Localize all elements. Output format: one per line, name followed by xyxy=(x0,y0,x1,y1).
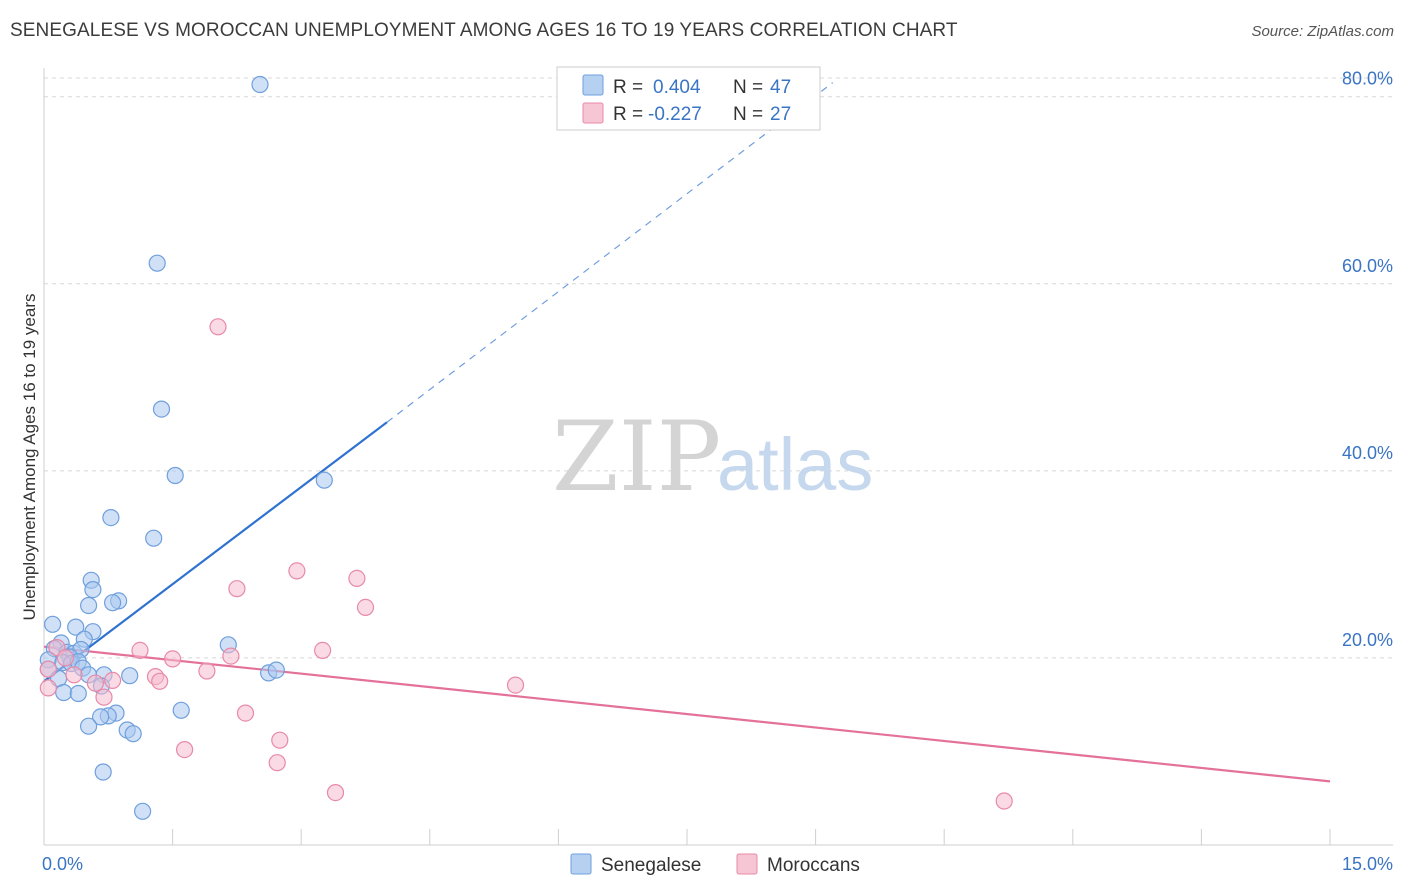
point-moroccans-19 xyxy=(506,676,525,694)
point-moroccans-8 xyxy=(222,647,240,665)
point-senegalese-9 xyxy=(79,596,98,615)
point-senegalese-34 xyxy=(69,684,87,703)
watermark: ZIP atlas xyxy=(552,401,873,513)
point-moroccans-20 xyxy=(39,679,57,697)
bottom-legend-swatch-senegalese xyxy=(570,853,592,875)
point-senegalese-38 xyxy=(172,701,190,719)
series-moroccans xyxy=(39,318,1013,810)
point-senegalese-2 xyxy=(152,400,171,418)
point-moroccans-24 xyxy=(268,754,286,772)
point-moroccans-14 xyxy=(103,671,122,690)
watermark-atlas: atlas xyxy=(717,423,873,506)
data-points xyxy=(39,75,1013,820)
point-moroccans-0 xyxy=(209,318,227,336)
point-moroccans-10 xyxy=(56,649,75,667)
point-moroccans-22 xyxy=(271,731,289,749)
point-senegalese-45 xyxy=(94,763,112,781)
y-tick-label-40: 40.0% xyxy=(1342,443,1393,463)
point-moroccans-12 xyxy=(65,666,83,684)
point-senegalese-0 xyxy=(251,75,269,94)
axes xyxy=(43,68,1393,846)
point-senegalese-42 xyxy=(79,717,98,735)
point-moroccans-17 xyxy=(151,672,169,690)
legend-box: R = 0.404 N = 47 R = -0.227 N = 27 xyxy=(556,66,821,131)
point-moroccans-11 xyxy=(39,660,57,678)
legend-n-label-moroccans: N = xyxy=(733,104,763,125)
x-tick-label-15: 15.0% xyxy=(1342,854,1393,874)
point-senegalese-33 xyxy=(55,683,73,702)
point-senegalese-31 xyxy=(121,667,139,685)
point-moroccans-6 xyxy=(131,641,149,660)
bottom-legend: Senegalese Moroccans xyxy=(570,853,860,876)
point-senegalese-37 xyxy=(267,661,285,679)
legend-r-label-moroccans: R = xyxy=(613,104,643,125)
legend-r-label-senegalese: R = xyxy=(613,77,643,98)
series-senegalese xyxy=(39,75,333,820)
point-senegalese-4 xyxy=(102,508,120,527)
point-senegalese-8 xyxy=(84,580,102,599)
point-senegalese-1 xyxy=(148,254,166,272)
y-tick-label-80: 80.0% xyxy=(1342,69,1393,89)
y-tick-labels: 20.0% 40.0% 60.0% 80.0% xyxy=(1342,69,1393,650)
point-senegalese-44 xyxy=(124,725,142,743)
legend-swatch-senegalese xyxy=(582,74,604,96)
point-senegalese-12 xyxy=(43,615,62,633)
point-senegalese-3 xyxy=(166,466,184,485)
point-moroccans-1 xyxy=(288,562,306,580)
legend-r-value-senegalese: 0.404 xyxy=(653,77,701,98)
point-moroccans-16 xyxy=(198,662,216,680)
point-moroccans-18 xyxy=(95,688,113,706)
point-moroccans-25 xyxy=(326,783,345,802)
point-moroccans-2 xyxy=(348,569,366,588)
source-label: Source: ZipAtlas.com xyxy=(1251,23,1394,40)
trend-line-senegalese-extension xyxy=(386,82,834,423)
x-tick-labels: 0.0% 15.0% xyxy=(42,854,1393,874)
point-moroccans-5 xyxy=(314,641,332,660)
point-moroccans-7 xyxy=(164,650,182,668)
point-moroccans-23 xyxy=(176,740,194,759)
point-senegalese-6 xyxy=(315,471,333,489)
gridlines xyxy=(44,77,1393,659)
point-senegalese-5 xyxy=(145,529,163,547)
x-tick-label-0: 0.0% xyxy=(42,854,83,874)
trend-line-senegalese xyxy=(43,421,388,683)
bottom-legend-moroccans: Moroccans xyxy=(767,855,860,876)
point-senegalese-41 xyxy=(91,708,110,726)
legend-swatch-moroccans xyxy=(582,102,604,124)
point-senegalese-13 xyxy=(67,618,85,636)
trend-lines xyxy=(43,82,1331,783)
chart-title: SENEGALESE VS MOROCCAN UNEMPLOYMENT AMON… xyxy=(10,20,958,41)
legend-n-value-senegalese: 47 xyxy=(770,77,791,98)
legend-n-value-moroccans: 27 xyxy=(770,104,791,125)
point-moroccans-3 xyxy=(228,580,246,598)
point-senegalese-11 xyxy=(103,594,122,612)
watermark-zip: ZIP xyxy=(552,401,721,513)
trend-line-moroccans xyxy=(43,645,1331,783)
point-moroccans-4 xyxy=(356,598,375,617)
point-moroccans-21 xyxy=(236,704,255,722)
y-tick-label-60: 60.0% xyxy=(1342,256,1393,276)
bottom-legend-senegalese: Senegalese xyxy=(601,855,701,876)
point-moroccans-13 xyxy=(86,674,105,692)
legend-n-label-senegalese: N = xyxy=(733,77,763,98)
y-tick-label-20: 20.0% xyxy=(1342,630,1393,650)
bottom-legend-swatch-moroccans xyxy=(736,853,758,875)
point-senegalese-46 xyxy=(134,802,152,820)
y-axis-label: Unemployment Among Ages 16 to 19 years xyxy=(20,294,39,621)
legend-r-value-moroccans: -0.227 xyxy=(648,104,702,125)
point-moroccans-26 xyxy=(995,792,1013,810)
